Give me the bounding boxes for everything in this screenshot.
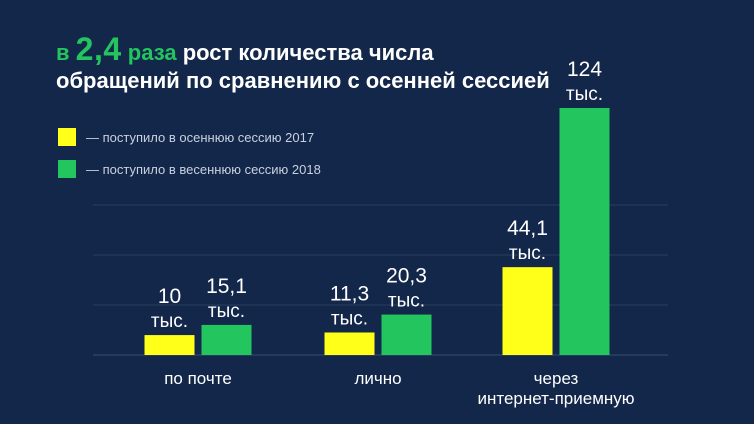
- title-line-1: в 2,4 раза рост количества числа: [56, 30, 550, 68]
- data-label-unit: тыс.: [331, 308, 368, 329]
- data-label-value: 20,3: [386, 265, 427, 288]
- data-label-value: 11,3: [330, 282, 369, 305]
- bar: [502, 267, 553, 355]
- category-label: через: [534, 369, 579, 388]
- data-label-unit: тыс.: [509, 243, 546, 264]
- bar: [201, 324, 252, 355]
- title-rest: рост количества числа: [182, 40, 434, 65]
- bar: [324, 332, 375, 355]
- legend-item-2017: — поступило в осеннюю сессию 2017: [58, 127, 321, 147]
- legend-swatch-2018: [58, 160, 76, 178]
- bar: [381, 314, 432, 355]
- title-prefix: в: [56, 40, 70, 65]
- data-label-value: 124: [567, 58, 602, 81]
- bar: [559, 108, 610, 355]
- legend-item-2018: — поступило в весеннюю сессию 2018: [58, 159, 321, 179]
- data-label-value: 10: [158, 285, 181, 308]
- category-label: по почте: [164, 369, 232, 388]
- data-label-value: 44,1: [507, 217, 548, 240]
- title-line-2: обращений по сравнению с осенней сессией: [56, 68, 550, 94]
- legend: — поступило в осеннюю сессию 2017 — пост…: [58, 127, 321, 191]
- category-label: интернет-приемную: [477, 389, 634, 408]
- data-label-value: 15,1: [206, 275, 247, 298]
- legend-label-2018: — поступило в весеннюю сессию 2018: [86, 161, 321, 177]
- data-label-unit: тыс.: [566, 84, 603, 105]
- data-label-unit: тыс.: [208, 301, 245, 322]
- title-unit: раза: [127, 40, 177, 65]
- category-label: лично: [354, 369, 401, 388]
- legend-label-2017: — поступило в осеннюю сессию 2017: [86, 129, 315, 145]
- data-label-unit: тыс.: [388, 291, 425, 312]
- bar: [144, 335, 195, 355]
- title-highlight-number: 2,4: [75, 31, 122, 67]
- chart-title: в 2,4 раза рост количества числа обращен…: [56, 30, 550, 95]
- legend-swatch-2017: [58, 128, 76, 146]
- data-label-unit: тыс.: [151, 311, 188, 332]
